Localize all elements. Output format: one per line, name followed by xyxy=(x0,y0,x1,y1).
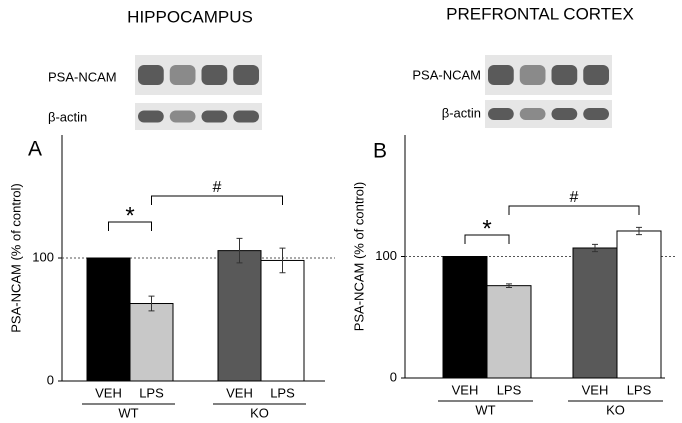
significance-label: # xyxy=(213,179,222,196)
blot-band xyxy=(138,110,164,123)
error-bar xyxy=(636,226,642,236)
y-tick-label: 0 xyxy=(390,369,397,384)
bar xyxy=(616,230,662,379)
error-bar xyxy=(279,247,286,274)
blot-band xyxy=(488,65,514,85)
blot-band xyxy=(201,110,228,123)
error-bar xyxy=(148,295,155,312)
error-bar xyxy=(506,283,512,288)
blot-band xyxy=(169,110,196,123)
x-tick-label: LPS xyxy=(497,382,522,397)
y-tick-label: 100 xyxy=(32,249,54,264)
error-bar xyxy=(236,237,243,264)
significance-bracket xyxy=(108,221,152,231)
y-axis-label: PSA-NCAM (% of control) xyxy=(8,183,23,333)
y-tick-label: 0 xyxy=(47,372,54,387)
significance-label: # xyxy=(570,189,579,206)
group-label: WT xyxy=(118,405,138,420)
significance-bracket xyxy=(151,195,283,205)
blot-label: PSA-NCAM xyxy=(412,67,481,82)
blot-band xyxy=(551,108,578,120)
group-label: WT xyxy=(475,402,495,417)
y-tick-label: 100 xyxy=(375,248,397,263)
significance-bracket xyxy=(508,205,640,215)
x-tick-label: LPS xyxy=(627,382,652,397)
x-tick-label: VEH xyxy=(226,385,253,400)
error-bar xyxy=(592,243,598,253)
blot-band xyxy=(583,108,609,120)
group-label: KO xyxy=(250,405,269,420)
bar xyxy=(572,247,618,379)
blot-band xyxy=(551,65,578,85)
blot-band xyxy=(519,65,546,85)
group-label: KO xyxy=(606,402,625,417)
bar xyxy=(486,285,532,379)
panel-label: A xyxy=(28,138,42,161)
blot-band xyxy=(233,65,259,85)
blot-band xyxy=(233,110,259,123)
y-axis-label: PSA-NCAM (% of control) xyxy=(351,182,366,332)
blot-label: β-actin xyxy=(442,105,481,120)
x-tick-label: VEH xyxy=(452,382,479,397)
blot-band xyxy=(201,65,228,85)
bar xyxy=(129,303,174,382)
x-tick-label: LPS xyxy=(270,385,295,400)
x-tick-label: VEH xyxy=(582,382,609,397)
bar xyxy=(442,256,488,379)
blot-band xyxy=(169,65,196,85)
panel-label: B xyxy=(373,140,387,163)
blot-label: β-actin xyxy=(48,109,87,124)
blot-band xyxy=(519,108,546,120)
blot-label: PSA-NCAM xyxy=(48,69,117,84)
chart-title: HIPPOCAMPUS xyxy=(127,7,253,26)
blot-band xyxy=(488,108,514,120)
bar xyxy=(260,259,305,382)
blot-band xyxy=(583,65,609,85)
x-tick-label: VEH xyxy=(95,385,122,400)
bar xyxy=(86,257,131,382)
significance-bracket xyxy=(464,234,510,244)
x-tick-label: LPS xyxy=(139,385,164,400)
chart-title: PREFRONTAL CORTEX xyxy=(446,4,634,23)
significance-label: * xyxy=(482,215,491,242)
significance-label: * xyxy=(125,202,134,229)
blot-band xyxy=(138,65,164,85)
bar xyxy=(217,250,262,382)
